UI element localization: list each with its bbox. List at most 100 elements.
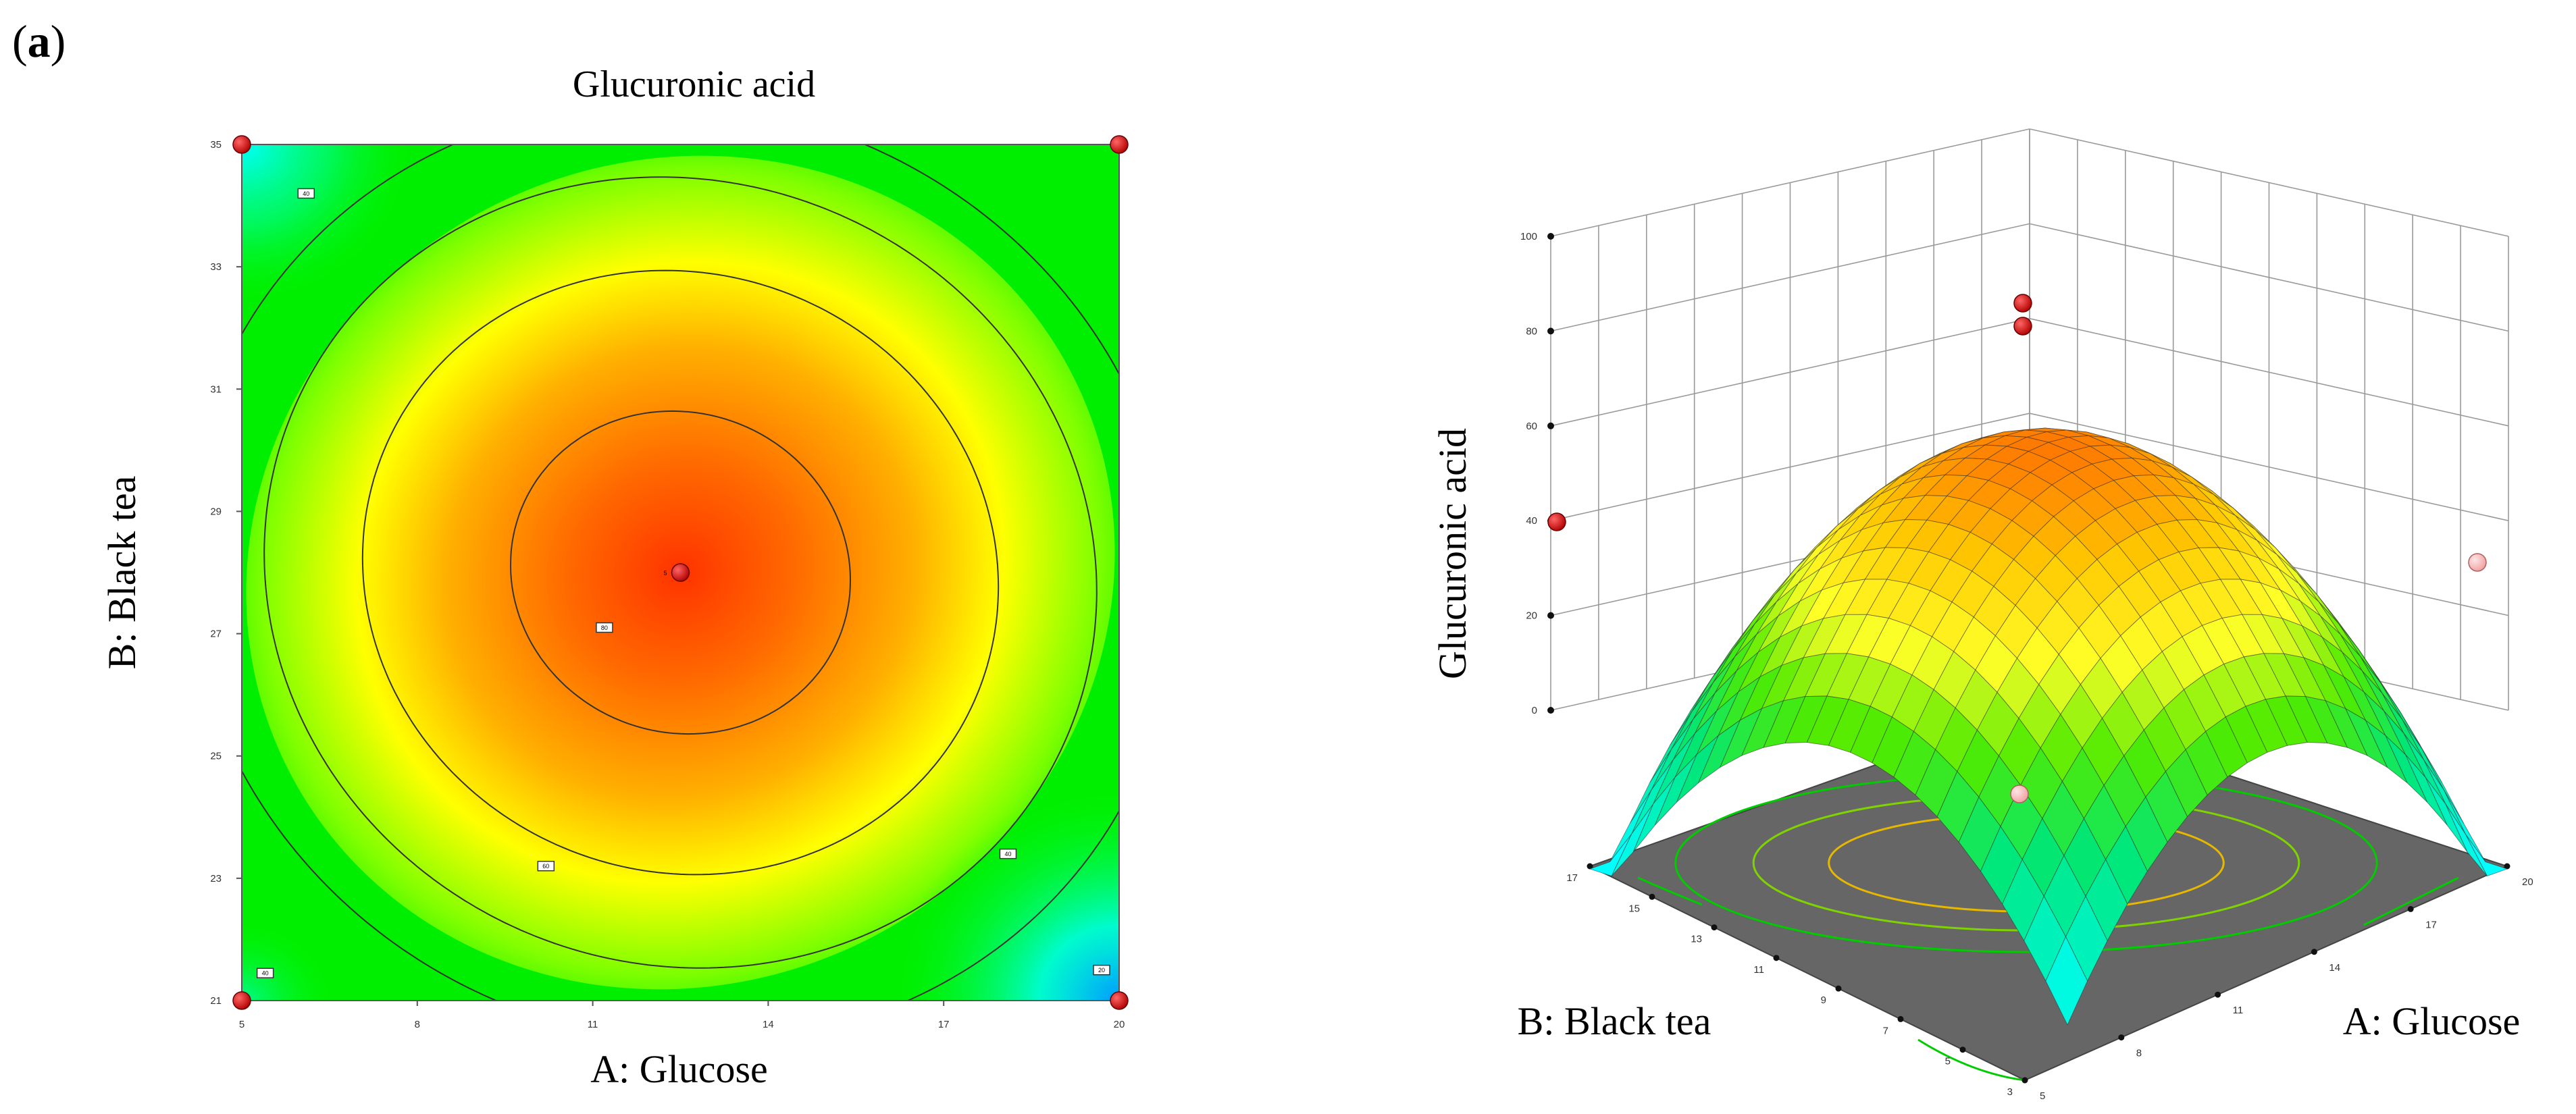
corner-shade <box>890 785 1119 1001</box>
wall-grid-line <box>1550 223 2030 332</box>
wall-grid-line <box>2029 128 2509 237</box>
wall-grid-line <box>1550 413 2030 521</box>
contour-line-20 <box>242 144 1119 1001</box>
z-tick-mark <box>1547 612 1554 619</box>
blacktea-tick-label: 13 <box>1691 934 1702 945</box>
blacktea-tick-mark <box>1587 863 1593 870</box>
blacktea-axis-title: B: Black tea <box>1518 999 1711 1043</box>
y-tick-label: 33 <box>210 261 222 273</box>
floor-contour <box>1917 1038 2026 1082</box>
y-tick-label: 35 <box>210 139 222 151</box>
y-tick-label: 23 <box>210 873 222 884</box>
design-point-label: 5 <box>663 570 667 577</box>
blacktea-tick-label: 5 <box>1945 1056 1951 1067</box>
surface-cell <box>2425 777 2468 852</box>
blacktea-tick-mark <box>1711 924 1718 931</box>
z-tick-mark <box>1547 233 1554 240</box>
design-point-red <box>2013 294 2032 313</box>
design-point <box>232 135 251 154</box>
design-point <box>1110 991 1129 1010</box>
design-point <box>1110 135 1129 154</box>
glucose-tick-label: 20 <box>2522 876 2533 888</box>
contour-line-80 <box>510 410 851 735</box>
blacktea-tick-label: 17 <box>1566 872 1578 884</box>
glucose-tick-label: 17 <box>2425 919 2437 930</box>
glucose-tick-label: 14 <box>2329 962 2340 974</box>
contour-label: 40 <box>303 190 309 197</box>
blacktea-tick-label: 11 <box>1753 964 1764 976</box>
design-point-red <box>2013 317 2032 336</box>
y-tick-label: 29 <box>210 506 222 517</box>
x-tick-label: 5 <box>239 1019 244 1030</box>
contour-label: 40 <box>262 970 269 977</box>
blacktea-tick-mark <box>2021 1077 2028 1084</box>
y-tick-label: 21 <box>210 995 222 1007</box>
contour-label-box <box>256 967 274 978</box>
z-axis-title: Glucuronic acid <box>1431 428 1474 679</box>
contour-plot: 20 40 40 40 60 80 5 8 11 14 17 20 21 23 25 27 29 31 33 35 Gl… <box>100 63 1129 1091</box>
floor-contour <box>1637 876 1703 906</box>
z-tick-label: 60 <box>1526 421 1537 432</box>
glucose-tick-mark <box>2215 991 2221 998</box>
contour-label-box <box>1093 964 1110 976</box>
y-tick-label: 25 <box>210 751 222 762</box>
design-point-pink <box>2010 785 2029 803</box>
contour-label: 20 <box>1098 967 1105 974</box>
x-tick-label: 8 <box>415 1019 420 1030</box>
z-tick-mark <box>1547 707 1554 714</box>
contour-label-box <box>596 622 613 633</box>
x-tick-label: 20 <box>1114 1019 1125 1030</box>
wall-grid-line <box>2029 223 2509 332</box>
blacktea-tick-label: 3 <box>2007 1086 2013 1098</box>
design-point-pink <box>2468 553 2487 572</box>
glucose-tick-mark <box>2504 863 2510 870</box>
contour-label: 60 <box>542 863 549 870</box>
surface-cell <box>2045 936 2088 1026</box>
contour-line-60 <box>361 269 1000 876</box>
design-point <box>232 991 251 1010</box>
z-tick-mark <box>1547 422 1554 429</box>
glucose-tick-mark <box>2118 1034 2125 1041</box>
blacktea-tick-mark <box>1897 1015 1904 1022</box>
y-tick-label: 27 <box>210 629 222 640</box>
contour-label-box <box>297 188 315 199</box>
x-axis-title: A: Glucose <box>590 1047 768 1091</box>
contour-line-40 <box>263 176 1098 969</box>
z-tick-mark <box>1547 327 1554 335</box>
contour-label: 80 <box>601 625 608 631</box>
glucose-tick-mark <box>2407 905 2414 912</box>
blacktea-tick-label: 9 <box>1821 994 1826 1006</box>
corner-shade <box>242 920 336 1001</box>
glucose-tick-label: 11 <box>2233 1005 2244 1016</box>
x-tick-label: 14 <box>763 1019 774 1030</box>
plot-frame <box>241 144 1120 1001</box>
wall-grid-line <box>2029 413 2509 521</box>
glucose-axis-title: A: Glucose <box>2343 999 2521 1043</box>
z-tick-label: 0 <box>1532 705 1537 716</box>
wall-grid-line <box>2029 318 2509 427</box>
chart-title: Glucuronic acid <box>573 63 815 105</box>
blacktea-tick-mark <box>1773 955 1780 961</box>
contour-label: 40 <box>1004 851 1011 857</box>
x-tick-label: 11 <box>588 1019 598 1030</box>
x-tick-label: 17 <box>938 1019 950 1030</box>
contour-label-box <box>999 848 1017 859</box>
response-surface <box>1589 427 2508 1026</box>
y-axis-title: B: Black tea <box>100 476 144 670</box>
panel-label: (a) <box>12 16 66 67</box>
floor-contour <box>2363 876 2459 926</box>
design-point-red <box>1547 512 1566 531</box>
contour-fill <box>242 144 1119 1001</box>
z-tick-label: 40 <box>1526 515 1537 527</box>
blacktea-tick-mark <box>1959 1046 1966 1053</box>
wall-grid-line <box>1550 128 2030 237</box>
z-tick-label: 20 <box>1526 610 1537 622</box>
design-point <box>671 563 690 582</box>
z-tick-label: 100 <box>1520 231 1537 242</box>
y-tick-label: 31 <box>210 383 222 395</box>
glucose-tick-label: 8 <box>2136 1048 2142 1059</box>
glucose-tick-label: 5 <box>2040 1090 2045 1102</box>
contour-label-box <box>537 860 555 872</box>
blacktea-tick-mark <box>1649 893 1655 900</box>
